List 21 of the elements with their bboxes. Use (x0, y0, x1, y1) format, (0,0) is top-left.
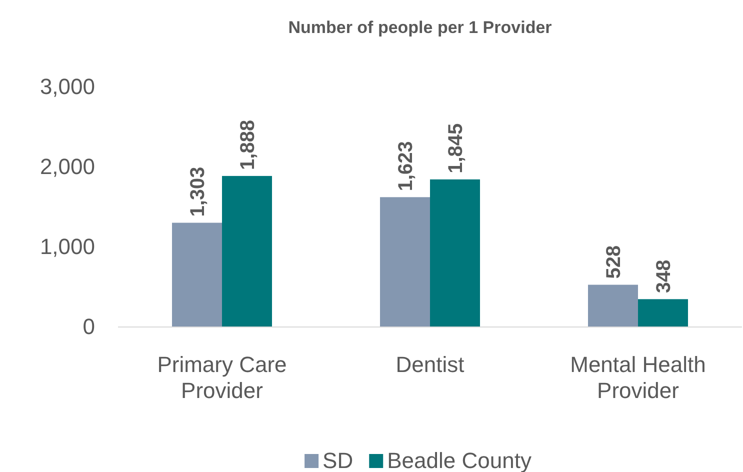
data-label: 1,303 (187, 166, 209, 217)
y-tick-label: 2,000 (40, 154, 95, 180)
x-tick-label: Primary Care Provider (157, 352, 287, 403)
data-label: 1,888 (237, 120, 259, 170)
data-label: 1,623 (395, 141, 417, 192)
chart-title: Number of people per 1 Provider (288, 18, 552, 37)
bar (222, 176, 272, 327)
bar (380, 197, 430, 327)
bar (172, 222, 222, 327)
bar (430, 179, 480, 327)
bar (638, 299, 688, 327)
y-tick-label: 0 (82, 314, 95, 340)
legend-label: SD (322, 448, 354, 472)
data-label: 348 (653, 260, 675, 294)
x-tick-label: Mental Health Provider (570, 352, 706, 403)
bar (588, 284, 638, 327)
data-label: 528 (603, 245, 625, 279)
x-tick-label: Dentist (396, 352, 464, 377)
y-tick-label: 3,000 (40, 74, 95, 100)
data-label: 1,845 (445, 123, 467, 174)
y-tick-label: 1,000 (40, 234, 95, 260)
